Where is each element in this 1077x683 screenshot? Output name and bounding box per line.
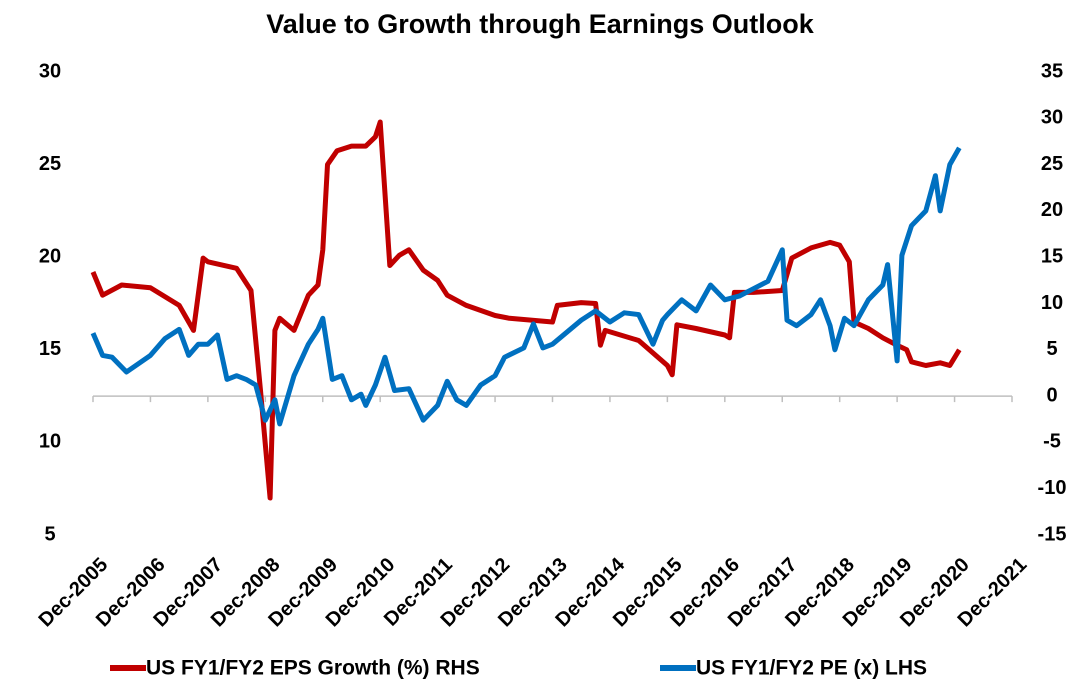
y2-tick-label: 5 <box>1046 338 1057 360</box>
y2-tick-label: 15 <box>1041 245 1063 267</box>
y2-tick-label: -5 <box>1043 431 1061 453</box>
y-tick-label: 20 <box>39 245 61 267</box>
chart-title: Value to Growth through Earnings Outlook <box>266 9 814 39</box>
y2-tick-label: 25 <box>1041 153 1063 175</box>
y-tick-label: 15 <box>39 338 61 360</box>
y2-tick-label: -15 <box>1038 523 1067 545</box>
y-tick-label: 30 <box>39 60 61 82</box>
y-tick-label: 25 <box>39 153 61 175</box>
y2-tick-label: 10 <box>1041 292 1063 314</box>
series-line <box>90 119 962 501</box>
series-line <box>90 146 962 427</box>
y2-tick-label: -10 <box>1038 477 1067 499</box>
y2-tick-label: 35 <box>1041 60 1063 82</box>
y2-tick-label: 20 <box>1041 199 1063 221</box>
legend-label: US FY1/FY2 PE (x) LHS <box>696 657 927 680</box>
y2-tick-label: 0 <box>1046 384 1057 406</box>
legend-label: US FY1/FY2 EPS Growth (%) RHS <box>146 657 480 680</box>
y-tick-label: 10 <box>39 431 61 453</box>
y2-tick-label: 30 <box>1041 107 1063 129</box>
y-tick-label: 5 <box>44 523 55 545</box>
